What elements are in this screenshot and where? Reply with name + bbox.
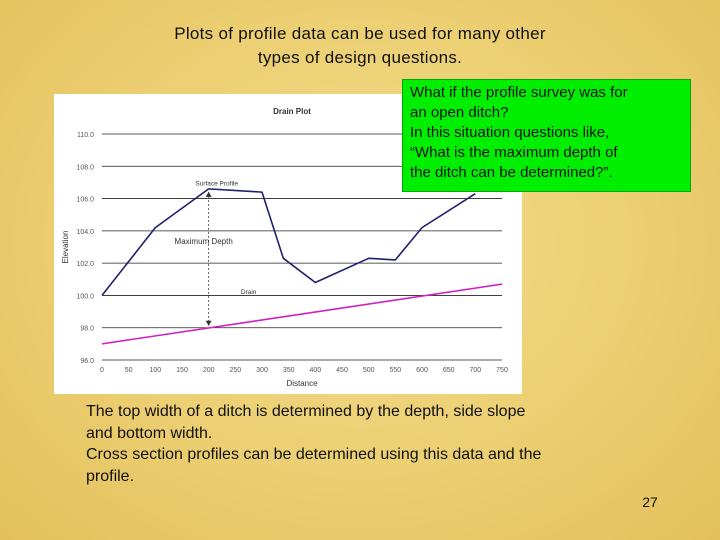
x-tick-label: 100 [149,367,161,374]
y-tick-label: 98.0 [80,326,94,333]
max-depth-arrowhead-top [205,191,212,197]
x-tick-label: 450 [336,367,348,374]
x-tick-label: 500 [363,367,375,374]
x-tick-label: 600 [416,367,428,374]
y-tick-label: 100.0 [76,293,94,300]
body-text: The top width of a ditch is determined b… [86,401,646,487]
surface-profile-label: Surface Profile [195,180,238,187]
x-tick-label: 550 [389,367,401,374]
callout-line-3: In this situation questions like, [410,124,610,141]
page-number: 27 [642,494,658,510]
surface-profile-line [101,188,476,296]
max-depth-arrowhead-bottom [205,320,212,326]
x-tick-label: 400 [309,367,321,374]
y-tick-label: 96.0 [80,358,94,365]
slide-title-line-2: types of design questions. [257,48,463,67]
slide-title: Plots of profile data can be used for ma… [120,22,600,70]
x-tick-label: 300 [256,367,268,374]
y-tick-label: 102.0 [76,261,94,268]
y-axis-label: Elevation [61,231,70,264]
x-axis-label: Distance [286,379,318,388]
y-tick-label: 110.0 [77,132,94,139]
chart-title: Drain Plot [273,107,311,116]
x-tick-label: 150 [176,367,188,374]
x-tick-label: 750 [496,367,508,374]
x-tick-label: 0 [100,367,104,374]
x-tick-label: 200 [203,367,215,374]
x-tick-label: 700 [469,367,481,374]
max-depth-label: Maximum Depth [175,237,233,246]
body-line-4: profile. [86,467,135,485]
x-tick-label: 650 [443,367,455,374]
slide-title-line-1: Plots of profile data can be used for ma… [174,24,546,43]
x-tick-label: 350 [283,367,295,374]
y-tick-label: 108.0 [76,164,94,171]
drain-line [101,283,503,345]
x-tick-label: 50 [125,367,133,374]
body-line-1: The top width of a ditch is determined b… [86,403,526,420]
callout-line-4: “What is the maximum depth of [410,144,618,161]
body-line-2: and bottom width. [86,424,213,442]
callout-line-1: What if the profile survey was for [410,84,628,101]
callout-line-2: an open ditch? [410,104,509,121]
open-ditch-callout: What if the profile survey was for an op… [402,79,691,192]
body-line-3: Cross section profiles can be determined… [86,446,542,463]
drain-label: Drain [241,289,257,296]
callout-line-5: the ditch can be determined?”. [410,164,613,181]
y-tick-label: 106.0 [76,197,94,204]
y-tick-label: 104.0 [76,229,94,236]
x-tick-label: 250 [229,367,241,374]
